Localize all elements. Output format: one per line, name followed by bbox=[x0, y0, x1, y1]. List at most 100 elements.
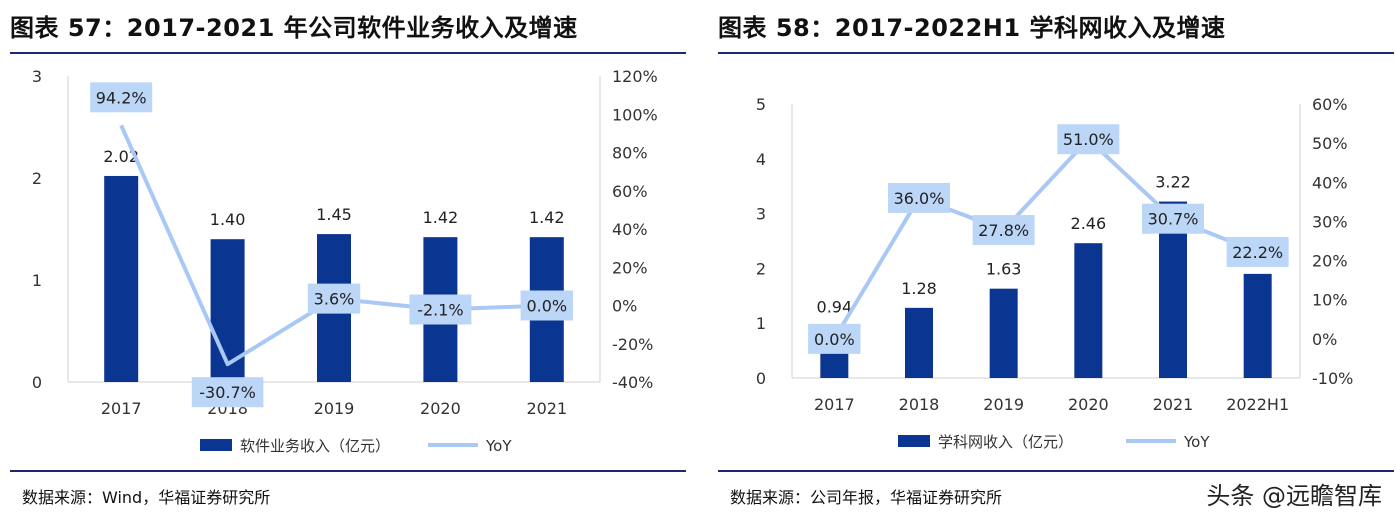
x-tick-label: 2018 bbox=[899, 395, 940, 414]
x-tick-label: 2019 bbox=[314, 399, 355, 418]
yoy-label-box bbox=[1226, 236, 1289, 267]
x-tick-label: 2020 bbox=[1068, 395, 1109, 414]
yoy-label-box bbox=[409, 294, 472, 325]
bar bbox=[104, 175, 139, 382]
yoy-data-label: 0.0% bbox=[808, 323, 861, 354]
yoy-data-label: 36.0% bbox=[888, 182, 950, 213]
yoy-data-label: 0.0% bbox=[520, 290, 573, 321]
yoy-label-box bbox=[1142, 203, 1204, 234]
legend-bar-label: 软件业务收入（亿元） bbox=[240, 437, 390, 455]
bar-value-label: 0.94 bbox=[817, 297, 853, 316]
yoy-label-text: 94.2% bbox=[96, 88, 147, 107]
chart-right: 0 1 2 3 4 5 -10% 0% 10% 20% 30% 40% 50% 60% 2017 2018 20… bbox=[756, 95, 1354, 451]
yoy-data-label: 3.6% bbox=[307, 283, 361, 314]
y-right-tick-label: 120% bbox=[612, 67, 658, 86]
y-left-tick-label: 1 bbox=[756, 314, 766, 333]
bar bbox=[989, 288, 1018, 378]
bar-value-label: 3.22 bbox=[1155, 173, 1191, 192]
yoy-label-text: -30.7% bbox=[199, 383, 256, 402]
yoy-label-text: 0.0% bbox=[526, 297, 567, 316]
yoy-label-box bbox=[972, 215, 1035, 246]
yoy-label-text: 0.0% bbox=[814, 330, 855, 349]
legend-bar-swatch bbox=[200, 439, 232, 451]
bar-value-label: 1.45 bbox=[316, 205, 352, 224]
y-right-tick-label: 20% bbox=[612, 258, 648, 277]
bar-value-label: 1.40 bbox=[210, 210, 246, 229]
y-left-tick-label: 3 bbox=[32, 67, 42, 86]
y-left-tick-label: 1 bbox=[32, 271, 42, 290]
chart-source: 数据来源：Wind，华福证券研究所 bbox=[22, 488, 271, 507]
y-left-tick-label: 4 bbox=[756, 150, 766, 169]
bar-value-label: 1.28 bbox=[901, 279, 937, 298]
source-divider bbox=[10, 470, 686, 472]
y-right-tick-label: 40% bbox=[1312, 173, 1348, 192]
bar-value-label: 1.42 bbox=[423, 208, 459, 227]
y-left-tick-label: 2 bbox=[756, 259, 766, 278]
bar bbox=[1074, 243, 1103, 378]
yoy-label-box bbox=[888, 182, 950, 213]
yoy-label-text: 27.8% bbox=[978, 221, 1029, 240]
y-right-tick-label: 30% bbox=[1312, 212, 1348, 231]
yoy-label-text: 22.2% bbox=[1232, 243, 1283, 262]
chart-source: 数据来源：公司年报，华福证券研究所 bbox=[730, 488, 1003, 507]
bar-value-label: 2.46 bbox=[1071, 214, 1107, 233]
y-right-tick-label: 60% bbox=[1312, 95, 1348, 114]
chart-title: 图表 57：2017-2021 年公司软件业务收入及增速 bbox=[10, 14, 578, 42]
yoy-label-box bbox=[191, 377, 264, 408]
x-tick-label: 2022H1 bbox=[1226, 395, 1289, 414]
y-right-tick-label: -10% bbox=[1312, 369, 1353, 388]
chart-panel-right: 图表 58：2017-2022H1 学科网收入及增速 0 1 2 3 4 5 -10% 0% 1… bbox=[708, 0, 1396, 520]
x-tick-label: 2020 bbox=[420, 399, 461, 418]
yoy-label-box bbox=[90, 82, 153, 113]
bar-value-label: 2.02 bbox=[103, 147, 139, 166]
source-divider bbox=[718, 470, 1394, 472]
yoy-line bbox=[832, 137, 1259, 340]
y-left-tick-label: 0 bbox=[32, 373, 42, 392]
yoy-label-text: 30.7% bbox=[1148, 210, 1199, 229]
y-right-tick-label: 60% bbox=[612, 182, 648, 201]
y-right-tick-label: 100% bbox=[612, 105, 658, 124]
x-tick-label: 2017 bbox=[814, 395, 855, 414]
y-right-tick-label: 0% bbox=[612, 297, 637, 316]
watermark: 头条 @远瞻智库 bbox=[1206, 482, 1382, 510]
y-right-tick-label: -40% bbox=[612, 373, 653, 392]
yoy-label-box bbox=[1057, 124, 1120, 155]
yoy-label-box bbox=[808, 323, 861, 354]
title-divider bbox=[718, 52, 1394, 54]
y-right-tick-label: 10% bbox=[1312, 291, 1348, 310]
y-left-tick-label: 2 bbox=[32, 169, 42, 188]
x-tick-label: 2019 bbox=[983, 395, 1024, 414]
yoy-label-text: 3.6% bbox=[314, 290, 355, 309]
yoy-label-text: 36.0% bbox=[894, 189, 945, 208]
y-right-tick-label: 50% bbox=[1312, 134, 1348, 153]
y-left-tick-label: 3 bbox=[756, 205, 766, 224]
legend-bar-label: 学科网收入（亿元） bbox=[938, 433, 1073, 451]
y-right-tick-label: 40% bbox=[612, 220, 648, 239]
yoy-data-label: 51.0% bbox=[1057, 124, 1120, 155]
yoy-data-label: -2.1% bbox=[409, 294, 472, 325]
x-tick-label: 2021 bbox=[1153, 395, 1194, 414]
bar bbox=[1243, 273, 1272, 378]
y-right-tick-label: 80% bbox=[612, 144, 648, 163]
y-right-tick-label: 0% bbox=[1312, 330, 1337, 349]
y-left-tick-label: 5 bbox=[756, 95, 766, 114]
bar bbox=[905, 307, 933, 378]
yoy-label-box bbox=[520, 290, 573, 321]
legend-line-label: YoY bbox=[1183, 433, 1210, 451]
chart-panel-left: 图表 57：2017-2021 年公司软件业务收入及增速 0 1 2 3 -40% -20… bbox=[0, 0, 688, 520]
yoy-label-box bbox=[307, 283, 361, 314]
yoy-data-label: 27.8% bbox=[972, 215, 1035, 246]
chart-left: 0 1 2 3 -40% -20% 0% 20% 40% 60% 80% 100% 120% 2017 20… bbox=[32, 67, 658, 455]
yoy-label-text: -2.1% bbox=[417, 301, 463, 320]
chart-title: 图表 58：2017-2022H1 学科网收入及增速 bbox=[718, 14, 1226, 42]
y-left-tick-label: 0 bbox=[756, 369, 766, 388]
yoy-data-label: -30.7% bbox=[191, 377, 264, 408]
y-right-tick-label: 20% bbox=[1312, 252, 1348, 271]
title-divider bbox=[10, 52, 686, 54]
x-tick-label: 2017 bbox=[101, 399, 142, 418]
yoy-data-label: 94.2% bbox=[90, 82, 153, 113]
legend: 学科网收入（亿元） YoY bbox=[898, 433, 1210, 451]
bar-value-label: 1.42 bbox=[529, 208, 565, 227]
y-right-tick-label: -20% bbox=[612, 335, 653, 354]
yoy-label-text: 51.0% bbox=[1063, 130, 1114, 149]
